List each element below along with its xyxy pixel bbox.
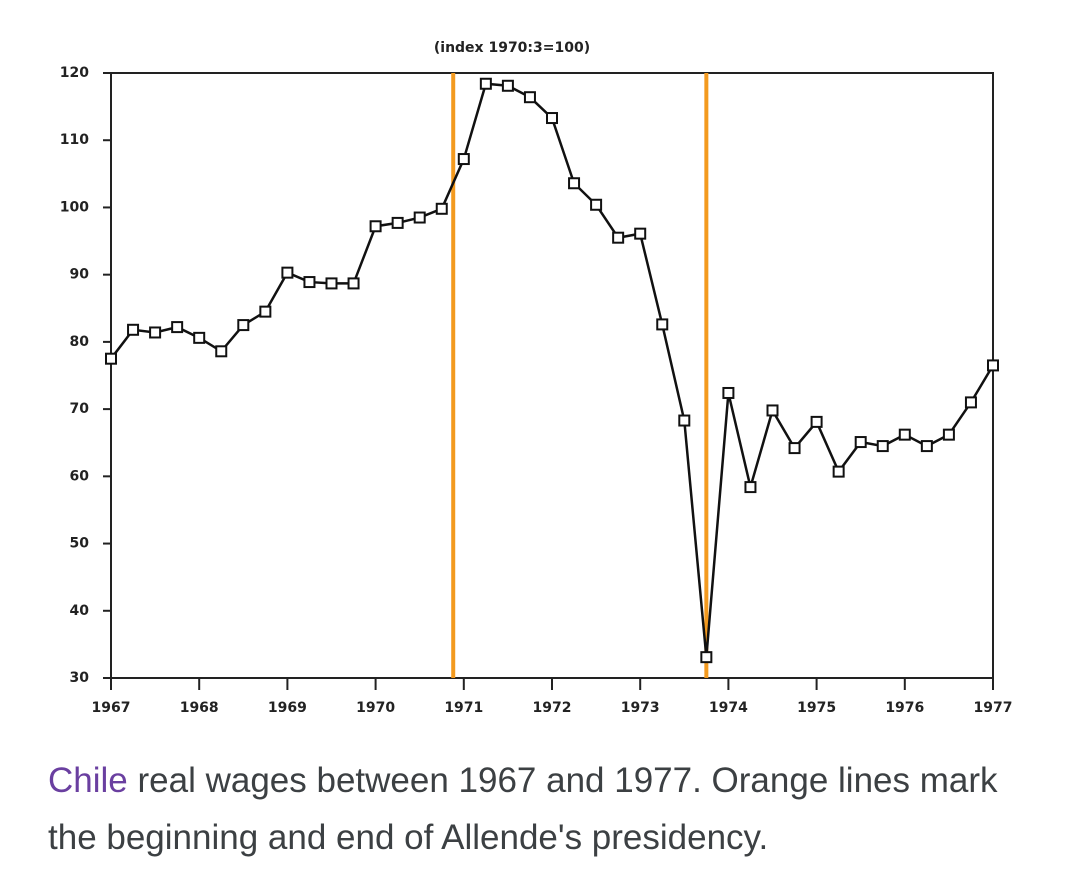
marker — [700, 651, 713, 664]
caption-link[interactable]: Chile — [48, 761, 128, 800]
marker — [634, 227, 647, 240]
y-tick-label: 80 — [70, 334, 90, 350]
marker — [237, 319, 250, 332]
x-tick-label: 1967 — [92, 700, 131, 716]
chart: (index 1970:3=100) 30 40 50 60 70 80 90 100 110 1… — [60, 40, 1013, 716]
marker — [193, 331, 206, 344]
marker — [105, 352, 117, 365]
marker — [987, 359, 999, 372]
marker — [413, 211, 426, 224]
caption: Chile real wages between 1967 and 1977. … — [48, 752, 1048, 866]
plot-frame — [110, 72, 994, 679]
x-tick-label: 1975 — [797, 700, 836, 716]
y-tick-label: 120 — [60, 65, 89, 81]
marker — [391, 216, 404, 229]
marker — [788, 442, 801, 455]
marker — [501, 79, 514, 92]
data-line — [110, 82, 995, 658]
y-tick-label: 40 — [70, 603, 90, 619]
marker — [546, 112, 558, 125]
marker — [744, 481, 757, 494]
y-tick-label: 110 — [60, 132, 89, 148]
marker — [347, 277, 360, 290]
x-tick-label: 1973 — [621, 700, 660, 716]
marker — [612, 231, 625, 244]
marker — [766, 404, 779, 417]
marker — [281, 266, 294, 279]
chart-title: (index 1970:3=100) — [434, 40, 590, 56]
marker — [920, 440, 933, 453]
marker — [854, 436, 867, 449]
y-tick-label: 100 — [60, 199, 89, 215]
marker — [590, 198, 603, 211]
y-tick-label: 50 — [70, 536, 90, 552]
marker — [523, 91, 536, 104]
marker — [722, 386, 735, 399]
marker — [876, 440, 889, 453]
caption-text: real wages between 1967 and 1977. Orange… — [48, 761, 998, 857]
x-tick-label: 1970 — [356, 700, 395, 716]
x-tick-label: 1976 — [885, 700, 924, 716]
y-tick-label: 70 — [70, 401, 90, 417]
x-tick-label: 1971 — [444, 700, 483, 716]
marker — [964, 396, 977, 409]
x-tick-label: 1968 — [180, 700, 219, 716]
marker — [457, 153, 470, 166]
marker — [656, 318, 669, 331]
marker — [479, 77, 492, 90]
marker — [259, 305, 272, 318]
marker — [149, 326, 162, 339]
marker — [942, 428, 955, 441]
x-tick-label: 1977 — [974, 700, 1013, 716]
marker — [325, 277, 338, 290]
marker — [127, 323, 140, 336]
marker — [810, 415, 823, 428]
marker — [215, 345, 228, 358]
y-tick-label: 90 — [70, 267, 90, 283]
marker — [435, 202, 448, 215]
marker — [832, 465, 845, 478]
x-tick-label: 1972 — [533, 700, 572, 716]
x-tick-label: 1969 — [268, 700, 307, 716]
y-tick-label: 30 — [70, 670, 90, 686]
marker — [171, 321, 184, 334]
marker — [303, 276, 316, 289]
x-tick-label: 1974 — [709, 700, 748, 716]
y-tick-label: 60 — [70, 468, 90, 484]
marker — [678, 414, 691, 427]
marker — [898, 428, 911, 441]
marker — [568, 177, 581, 190]
marker — [369, 220, 382, 233]
